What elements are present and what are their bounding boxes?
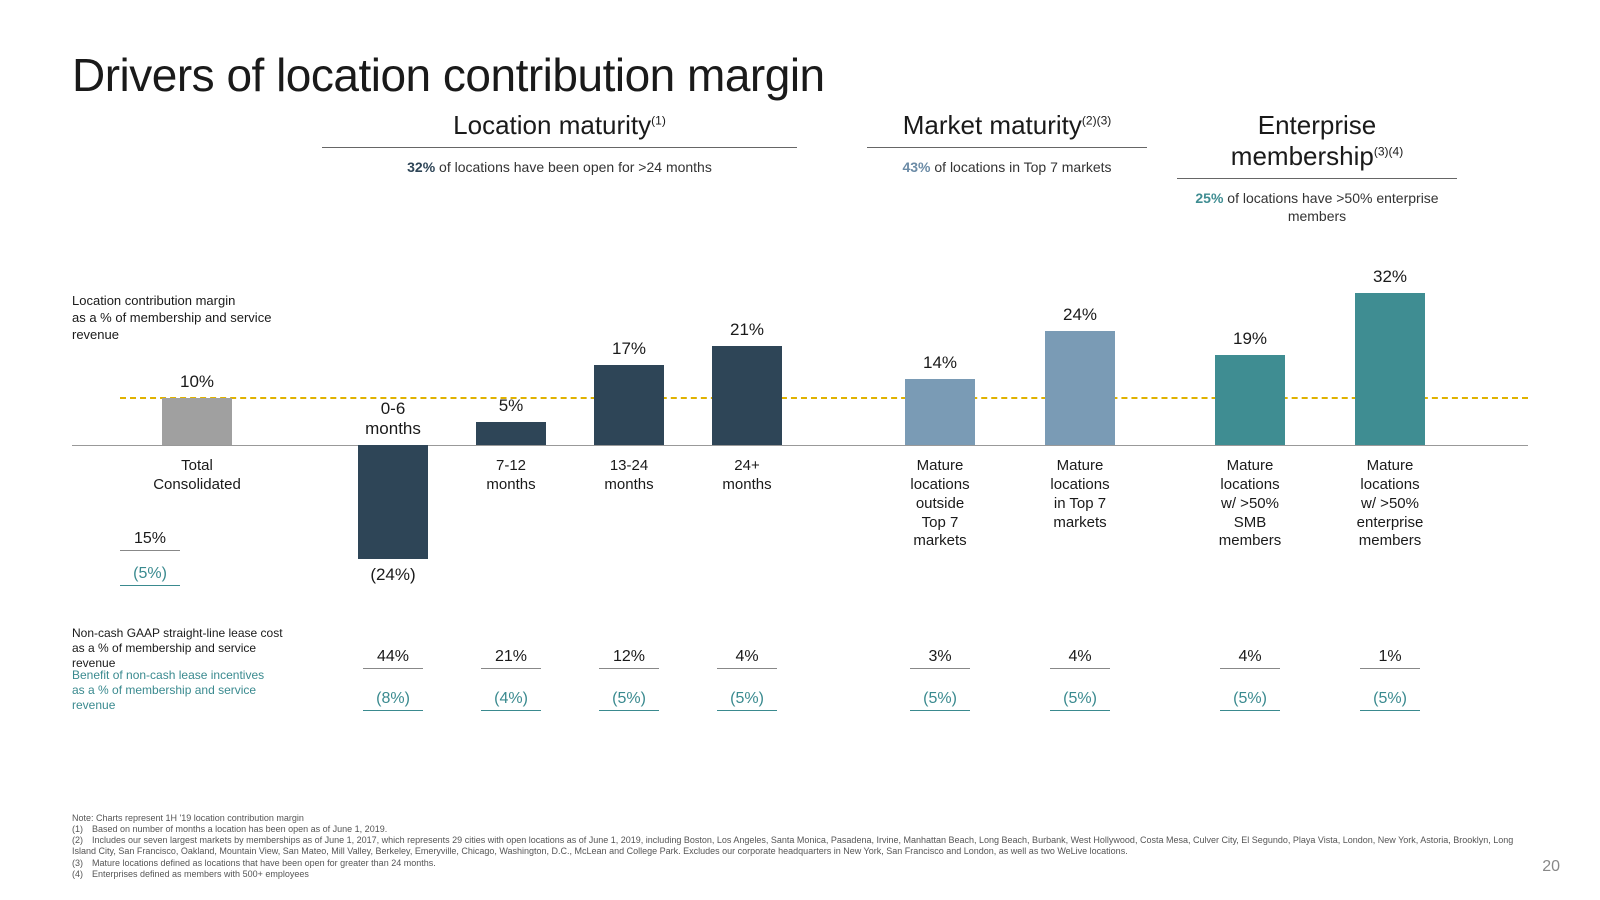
bar-m24 [712, 346, 782, 446]
under-row-label: Benefit of non-cash lease incentivesas a… [72, 668, 322, 713]
bar-value-label: 21% [688, 320, 806, 340]
slide: Drivers of location contribution margin … [0, 0, 1600, 900]
under-row: Non-cash GAAP straight-line lease costas… [72, 629, 1528, 671]
bar-m06 [358, 445, 428, 559]
bar-smb [1215, 355, 1285, 445]
under-cell: (5%) [1320, 690, 1460, 713]
under-cell: (5%) [570, 690, 688, 713]
bar-group: 32% Maturelocationsw/ >50%enterprisemembe… [1320, 245, 1460, 625]
under-cell: (5%) [870, 690, 1010, 713]
section-enterprise-sup: (3)(4) [1374, 144, 1403, 158]
under-cell: 21% [452, 648, 570, 671]
under-cell: (5%) [1180, 690, 1320, 713]
bar-category-label: 7-12months [452, 457, 570, 495]
section-market-hl: 43% [902, 159, 930, 175]
section-enterprise-subrest: of locations have >50% enterprise member… [1223, 190, 1438, 224]
bar-row: 10% TotalConsolidated 0-6months (24%) 5% 7-12… [72, 245, 1528, 625]
bar-category-label: Maturelocationsw/ >50%enterprisemembers [1320, 457, 1460, 551]
under-cell: (5%) [688, 690, 806, 713]
footnote-line: (4) Enterprises defined as members with … [72, 869, 1528, 880]
bar-group: 5% 7-12months [452, 245, 570, 625]
bar-group: 10% TotalConsolidated [72, 245, 322, 625]
section-location-subrest: of locations have been open for >24 mont… [435, 159, 712, 175]
under-cell: 4% [1010, 648, 1150, 671]
bar-group: 0-6months (24%) [334, 245, 452, 625]
page-title: Drivers of location contribution margin [72, 48, 1528, 102]
section-headers: Location maturity(1) 32% of locations ha… [72, 110, 1528, 225]
section-location-hl: 32% [407, 159, 435, 175]
bar-value-label: 24% [1010, 305, 1150, 325]
section-market-subrest: of locations in Top 7 markets [930, 159, 1111, 175]
bar-category-label: 24+months [688, 457, 806, 495]
bar-value-label: 19% [1180, 329, 1320, 349]
under-row-label: Non-cash GAAP straight-line lease costas… [72, 626, 322, 671]
bar-category-label: Maturelocationsin Top 7markets [1010, 457, 1150, 532]
section-market-sup: (2)(3) [1082, 113, 1111, 127]
under-cell: 12% [570, 648, 688, 671]
footnote-line: (2) Includes our seven largest markets b… [72, 835, 1528, 858]
section-market: Market maturity(2)(3) 43% of locations i… [867, 110, 1147, 225]
bar-value-label: 14% [870, 353, 1010, 373]
section-enterprise: Enterprise membership(3)(4) 25% of locat… [1177, 110, 1457, 225]
bar-group: 24% Maturelocationsin Top 7markets [1010, 245, 1150, 625]
section-enterprise-title: Enterprise membership [1231, 110, 1376, 171]
under-cell: 3% [870, 648, 1010, 671]
chart: Location contribution marginas a % of me… [72, 245, 1528, 625]
footnotes: Note: Charts represent 1H '19 location c… [72, 813, 1528, 881]
bar-group: 14% MaturelocationsoutsideTop 7markets [870, 245, 1010, 625]
under-cell: 1% [1320, 648, 1460, 671]
page-number: 20 [1542, 858, 1560, 876]
under-cell: (4%) [452, 690, 570, 713]
under-row: Benefit of non-cash lease incentivesas a… [72, 671, 1528, 713]
bar-category-label: MaturelocationsoutsideTop 7markets [870, 457, 1010, 551]
bar-value-label: 32% [1320, 267, 1460, 287]
bar-value-label: 5% [452, 396, 570, 416]
bar-m1324 [594, 365, 664, 446]
bar-ent [1355, 293, 1425, 445]
under-cell: (8%) [334, 690, 452, 713]
total-side-row2: (5%) [120, 565, 180, 586]
bar-value-label: 10% [72, 372, 322, 392]
footnote-line: Note: Charts represent 1H '19 location c… [72, 813, 1528, 824]
under-cell: 4% [1180, 648, 1320, 671]
bar-category-label: 13-24months [570, 457, 688, 495]
bar-m712 [476, 422, 546, 446]
bar-value-label: 0-6months [334, 399, 452, 439]
footnote-line: (1) Based on number of months a location… [72, 824, 1528, 835]
under-cell: 44% [334, 648, 452, 671]
bar-value-label-neg: (24%) [334, 565, 452, 585]
bar-category-label: TotalConsolidated [72, 457, 322, 495]
footnote-line: (3) Mature locations defined as location… [72, 858, 1528, 869]
section-enterprise-hl: 25% [1195, 190, 1223, 206]
bar-total [162, 398, 232, 446]
bar-group: 21% 24+months [688, 245, 806, 625]
bar-in7 [1045, 331, 1115, 445]
bar-value-label: 17% [570, 339, 688, 359]
section-location: Location maturity(1) 32% of locations ha… [322, 110, 797, 225]
under-cell: (5%) [1010, 690, 1150, 713]
bar-out7 [905, 379, 975, 446]
section-location-title: Location maturity [453, 110, 651, 140]
bar-group: 17% 13-24months [570, 245, 688, 625]
bar-category-label: Maturelocationsw/ >50%SMBmembers [1180, 457, 1320, 551]
total-side-row1: 15% [120, 530, 180, 551]
section-market-title: Market maturity [903, 110, 1082, 140]
bar-group: 19% Maturelocationsw/ >50%SMBmembers [1180, 245, 1320, 625]
total-side-values: 15% (5%) [120, 530, 180, 600]
section-location-sup: (1) [651, 113, 666, 127]
under-table: Non-cash GAAP straight-line lease costas… [72, 629, 1528, 713]
under-cell: 4% [688, 648, 806, 671]
